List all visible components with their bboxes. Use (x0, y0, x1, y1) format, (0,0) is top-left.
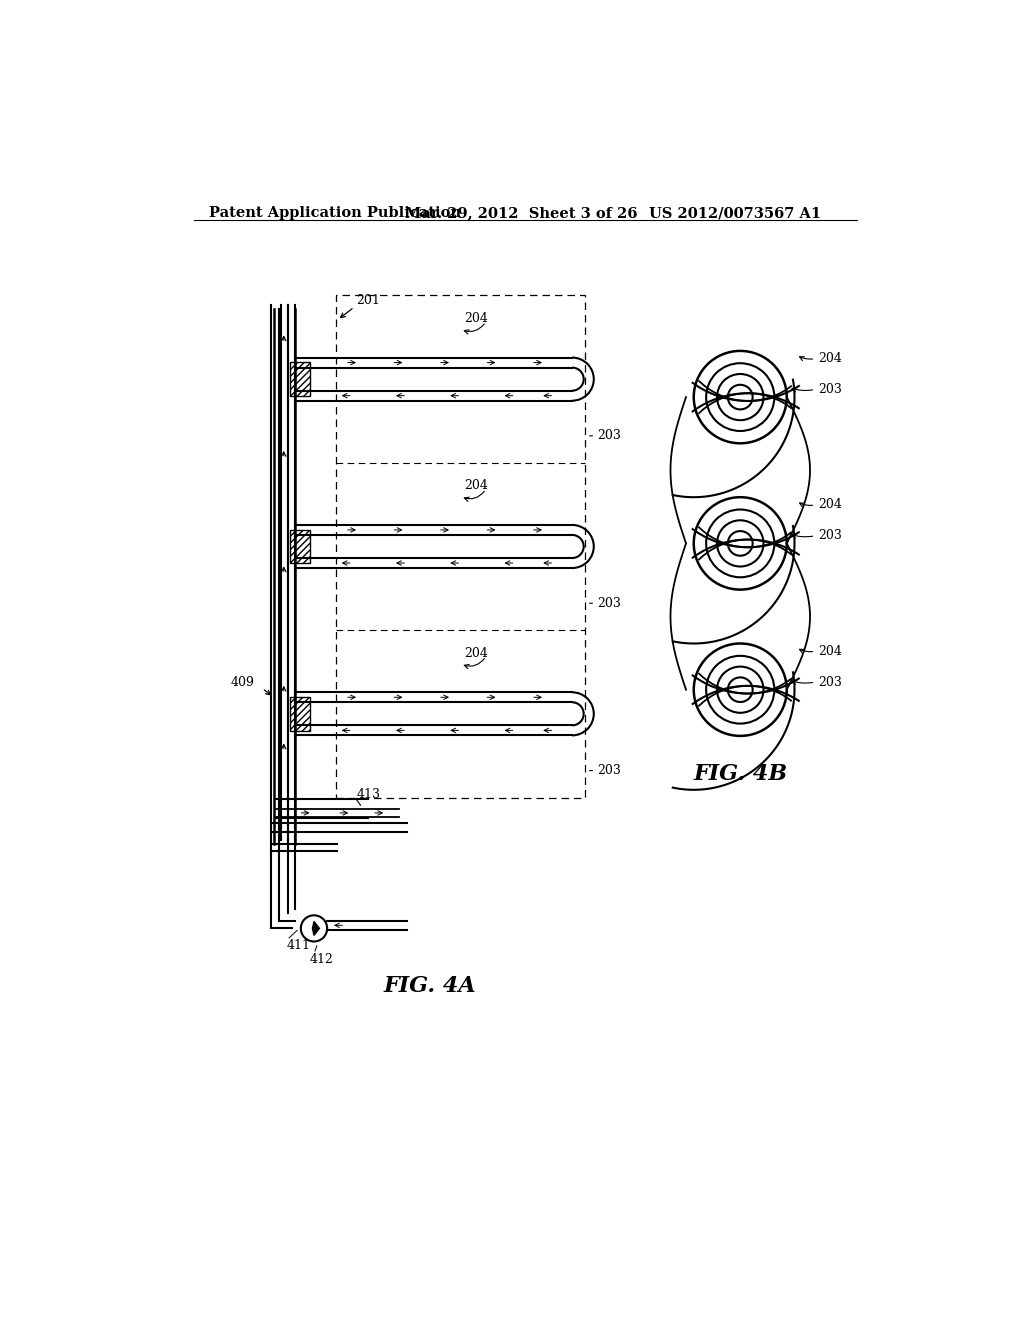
Text: 203: 203 (818, 676, 842, 689)
Text: 204: 204 (818, 499, 842, 511)
Text: 411: 411 (287, 939, 311, 952)
Text: US 2012/0073567 A1: US 2012/0073567 A1 (649, 206, 821, 220)
Bar (290, 529, 310, 564)
Text: 204: 204 (818, 644, 842, 657)
Text: 203: 203 (597, 597, 621, 610)
Text: FIG. 4B: FIG. 4B (693, 763, 787, 785)
Bar (336, 296, 586, 797)
Circle shape (301, 915, 328, 941)
Text: 412: 412 (310, 953, 334, 966)
Text: 204: 204 (464, 479, 488, 492)
Polygon shape (312, 921, 319, 936)
Text: 204: 204 (464, 312, 488, 325)
Text: 204: 204 (818, 352, 842, 366)
Text: FIG. 4A: FIG. 4A (384, 975, 476, 997)
Text: 203: 203 (597, 429, 621, 442)
Text: 204: 204 (464, 647, 488, 660)
Text: Patent Application Publication: Patent Application Publication (209, 206, 462, 220)
Text: 413: 413 (356, 788, 381, 801)
Bar (290, 697, 310, 731)
Text: 203: 203 (597, 764, 621, 777)
Text: 409: 409 (230, 676, 254, 689)
Text: 203: 203 (818, 529, 842, 543)
Text: Mar. 29, 2012  Sheet 3 of 26: Mar. 29, 2012 Sheet 3 of 26 (406, 206, 638, 220)
Text: 201: 201 (356, 294, 381, 308)
Text: 203: 203 (818, 383, 842, 396)
Bar (290, 362, 310, 396)
